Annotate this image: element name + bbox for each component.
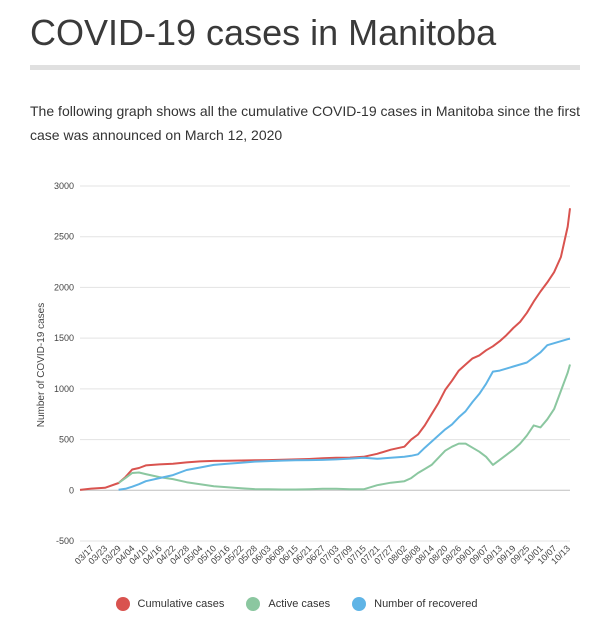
y-axis-label: Number of COVID-19 cases [36, 303, 47, 428]
page-title: COVID-19 cases in Manitoba [30, 12, 497, 53]
y-tick-label: 2500 [54, 232, 74, 242]
y-tick-label: 1500 [54, 333, 74, 343]
legend-label: Active cases [268, 598, 331, 610]
legend-swatch [115, 597, 130, 611]
y-tick-label: 2000 [54, 282, 74, 292]
legend-item[interactable]: Active cases [246, 597, 330, 611]
series-line-2 [118, 364, 571, 491]
page-subtitle: The following graph shows all the cumula… [30, 103, 580, 143]
y-tick-label: -500 [56, 536, 74, 546]
chart-series [79, 208, 571, 491]
y-axis-ticks: 3000 2500 2000 1500 1000 500 0 -500 [54, 181, 74, 546]
y-tick-label: 0 [69, 485, 74, 495]
chart-legend: Cumulative cases Active cases Number of re… [0, 597, 593, 611]
line-chart: 3000 2500 2000 1500 1000 500 0 -500 Number of C… [36, 181, 572, 566]
legend-item[interactable]: Number of recovered [352, 597, 477, 611]
y-tick-label: 1000 [54, 384, 74, 394]
x-axis-ticks: 03/1703/2303/2904/0404/1004/1604/2204/28… [73, 543, 572, 566]
legend-item[interactable]: Cumulative cases [115, 597, 225, 611]
y-tick-label: 500 [59, 435, 74, 445]
legend-label: Number of recovered [374, 598, 478, 610]
series-line-3 [118, 337, 571, 491]
legend-label: Cumulative cases [137, 598, 225, 610]
legend-swatch [246, 597, 261, 611]
y-tick-label: 3000 [54, 181, 74, 191]
title-divider [30, 65, 580, 70]
chart-grid [80, 185, 570, 542]
legend-swatch [352, 597, 367, 611]
series-line-1 [79, 208, 571, 491]
